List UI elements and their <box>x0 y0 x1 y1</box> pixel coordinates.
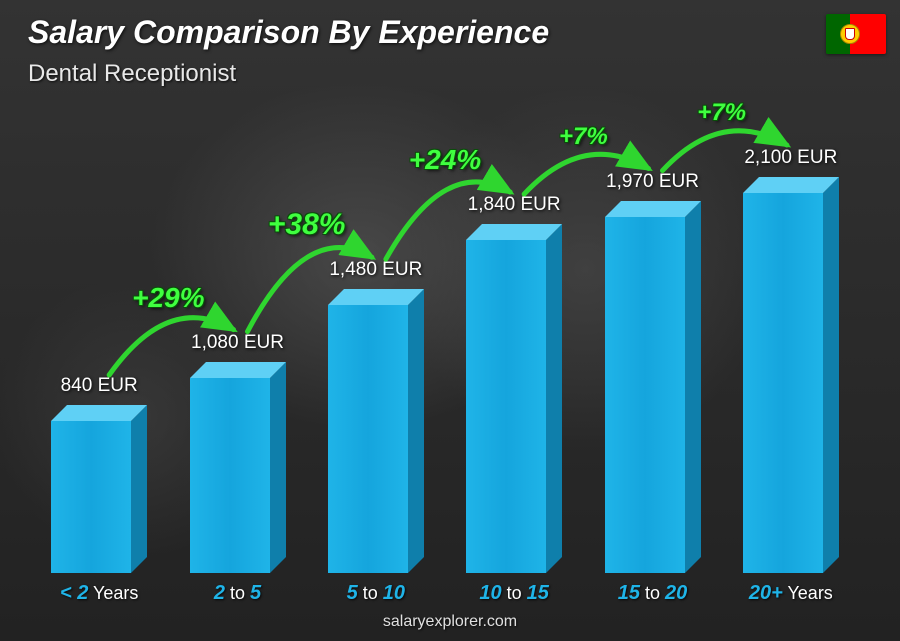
bar <box>605 217 701 573</box>
infographic-stage: Salary Comparison By Experience Dental R… <box>0 0 900 641</box>
page-title: Salary Comparison By Experience <box>28 14 549 51</box>
category-label: 10 to 15 <box>454 582 574 605</box>
salary-bar-chart: 840 EUR< 2 Years1,080 EUR2 to 51,480 EUR… <box>30 103 860 573</box>
pct-change-label: +29% <box>132 282 204 314</box>
page-subtitle: Dental Receptionist <box>28 60 236 88</box>
bar-value-label: 1,840 EUR <box>468 194 561 216</box>
bar <box>466 240 562 573</box>
country-flag-portugal <box>826 14 886 54</box>
category-label: 2 to 5 <box>178 582 298 605</box>
pct-change-label: +38% <box>268 208 346 242</box>
pct-change-label: +7% <box>697 99 746 127</box>
category-label: 15 to 20 <box>593 582 713 605</box>
pct-change-label: +24% <box>409 144 481 176</box>
bar <box>190 378 286 573</box>
bar-value-label: 1,080 EUR <box>191 332 284 354</box>
bar <box>743 193 839 573</box>
footer-credit: salaryexplorer.com <box>0 613 900 631</box>
bar-value-label: 840 EUR <box>61 375 138 397</box>
bar-value-label: 1,970 EUR <box>606 171 699 193</box>
pct-change-label: +7% <box>559 123 608 151</box>
category-label: < 2 Years <box>39 582 159 605</box>
bar <box>328 305 424 573</box>
bar-value-label: 2,100 EUR <box>744 147 837 169</box>
category-label: 5 to 10 <box>316 582 436 605</box>
bar <box>51 421 147 573</box>
bar-value-label: 1,480 EUR <box>329 259 422 281</box>
category-label: 20+ Years <box>731 582 851 605</box>
